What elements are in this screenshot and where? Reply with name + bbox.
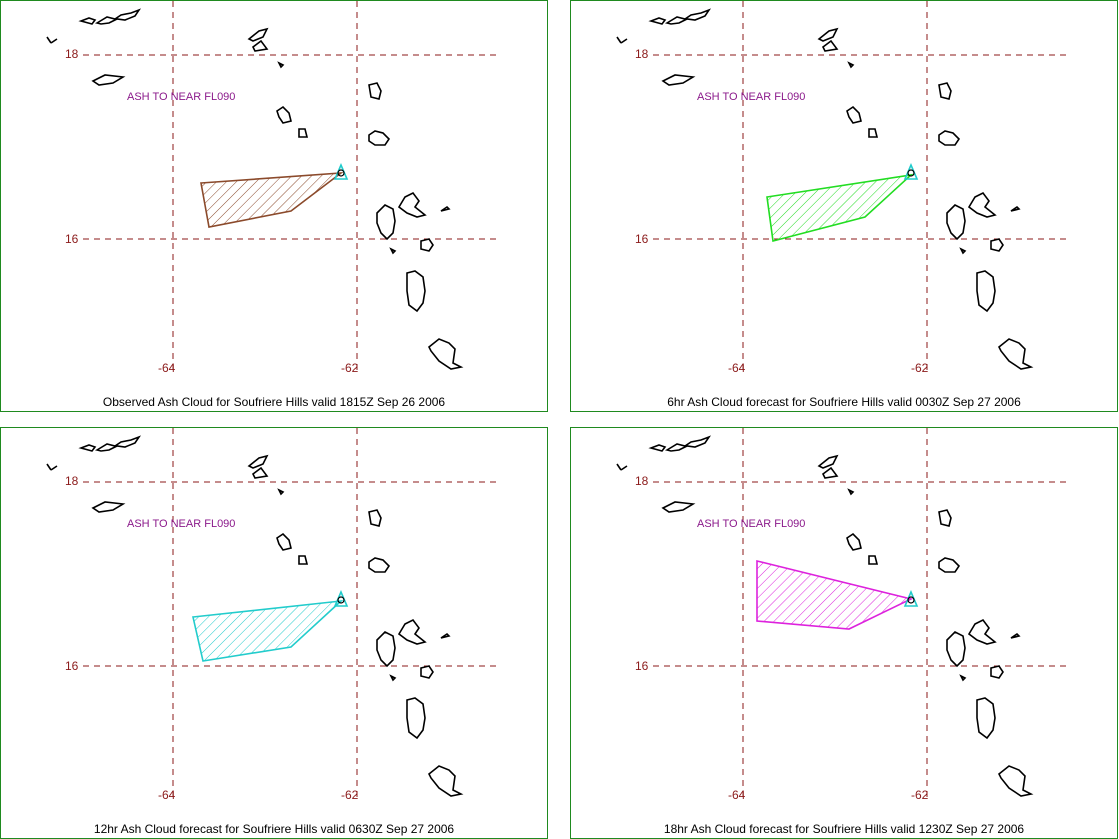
lat-label-16: 16 [635,659,649,673]
lon-label-64: -64 [728,361,746,375]
lat-label-18: 18 [635,47,649,61]
lat-label-16: 16 [65,659,79,673]
ash-cloud-polygon [766,173,914,243]
lat-label-16: 16 [635,232,649,246]
ash-cloud-polygon [192,599,344,662]
panel-caption: 6hr Ash Cloud forecast for Soufriere Hil… [667,395,1021,409]
panel-caption: 18hr Ash Cloud forecast for Soufriere Hi… [663,822,1025,836]
volcano-marker-icon [903,162,919,180]
lon-label-64: -64 [158,788,176,802]
ash-cloud-polygon [200,172,344,228]
panel-caption: 12hr Ash Cloud forecast for Soufriere Hi… [93,822,455,836]
ash-cloud-polygon [756,559,914,630]
map-canvas [46,428,501,800]
ash-height-note: ASH TO NEAR FL090 [697,518,806,530]
ash-height-note: ASH TO NEAR FL090 [127,518,236,530]
map-canvas [616,1,1071,373]
coastlines [616,435,1034,797]
coastlines [46,435,464,797]
ash-height-note: ASH TO NEAR FL090 [127,91,236,103]
ash-height-note: ASH TO NEAR FL090 [697,91,806,103]
coastlines [46,8,464,370]
lat-label-18: 18 [65,47,79,61]
lon-label-64: -64 [728,788,746,802]
map-canvas [616,428,1071,800]
map-canvas [46,1,501,373]
lat-label-18: 18 [65,474,79,488]
lat-label-18: 18 [635,474,649,488]
map-panel-4: 18 16 -64 -62 ASH TO NEAR FL090 18hr Ash… [570,427,1118,839]
lon-label-62: -62 [341,788,359,802]
lon-label-62: -62 [911,788,929,802]
lon-label-62: -62 [911,361,929,375]
map-panel-1: 18 16 -64 -62 ASH TO NEAR FL090 Observed… [0,0,548,412]
lon-label-64: -64 [158,361,176,375]
volcano-marker-icon [333,589,349,607]
map-panel-3: 18 16 -64 -62 ASH TO NEAR FL090 12hr Ash… [0,427,548,839]
lat-label-16: 16 [65,232,79,246]
volcano-marker-icon [333,162,349,180]
lon-label-62: -62 [341,361,359,375]
volcano-marker-icon [903,589,919,607]
coastlines [616,8,1034,370]
panel-caption: Observed Ash Cloud for Soufriere Hills v… [102,395,446,409]
map-panel-2: 18 16 -64 -62 ASH TO NEAR FL090 6hr Ash … [570,0,1118,412]
